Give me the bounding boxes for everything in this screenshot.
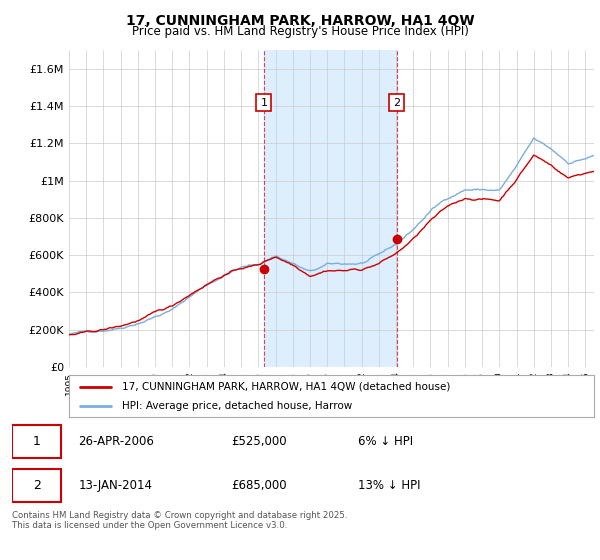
Text: 6% ↓ HPI: 6% ↓ HPI bbox=[358, 435, 413, 448]
Text: £685,000: £685,000 bbox=[231, 479, 287, 492]
Text: Price paid vs. HM Land Registry's House Price Index (HPI): Price paid vs. HM Land Registry's House … bbox=[131, 25, 469, 38]
Text: 1: 1 bbox=[260, 97, 268, 108]
FancyBboxPatch shape bbox=[12, 425, 61, 458]
Text: 2: 2 bbox=[393, 97, 400, 108]
Text: 13% ↓ HPI: 13% ↓ HPI bbox=[358, 479, 420, 492]
Text: 26-APR-2006: 26-APR-2006 bbox=[78, 435, 154, 448]
Text: £525,000: £525,000 bbox=[231, 435, 287, 448]
Text: 13-JAN-2014: 13-JAN-2014 bbox=[78, 479, 152, 492]
Text: Contains HM Land Registry data © Crown copyright and database right 2025.
This d: Contains HM Land Registry data © Crown c… bbox=[12, 511, 347, 530]
Text: 17, CUNNINGHAM PARK, HARROW, HA1 4QW (detached house): 17, CUNNINGHAM PARK, HARROW, HA1 4QW (de… bbox=[121, 381, 450, 391]
FancyBboxPatch shape bbox=[12, 469, 61, 502]
Text: 2: 2 bbox=[33, 479, 41, 492]
Text: 1: 1 bbox=[33, 435, 41, 448]
Bar bbox=[264, 50, 397, 367]
Text: HPI: Average price, detached house, Harrow: HPI: Average price, detached house, Harr… bbox=[121, 401, 352, 411]
Text: 17, CUNNINGHAM PARK, HARROW, HA1 4QW: 17, CUNNINGHAM PARK, HARROW, HA1 4QW bbox=[125, 14, 475, 28]
